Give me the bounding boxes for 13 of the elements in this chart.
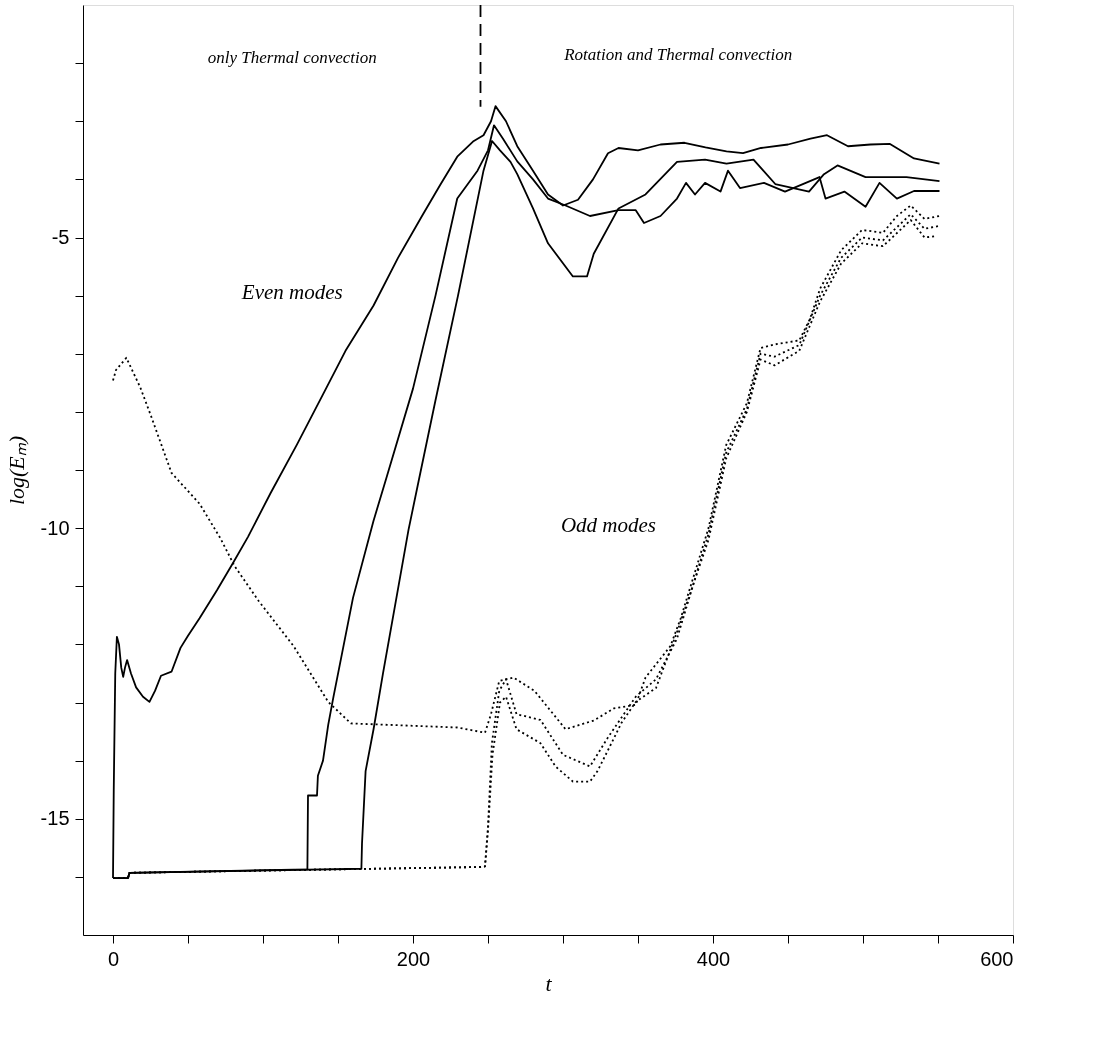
y-tick-label: -10 (40, 516, 70, 539)
x-axis-title: t (545, 970, 553, 996)
y-tick-label: -15 (40, 807, 70, 830)
annotation: Odd modes (560, 512, 656, 537)
x-tick-label: 600 (980, 947, 1014, 970)
y-tick-label: -5 (51, 226, 70, 248)
annotation: Even modes (240, 280, 343, 305)
annotation: Rotation and Thermal convection (563, 45, 793, 65)
annotation: only Thermal convection (207, 48, 377, 68)
y-axis-title: log(Eₘ) (3, 435, 29, 506)
x-tick-label: 400 (696, 947, 731, 970)
x-tick-label: 0 (107, 947, 120, 970)
x-tick-label: 200 (396, 947, 431, 970)
